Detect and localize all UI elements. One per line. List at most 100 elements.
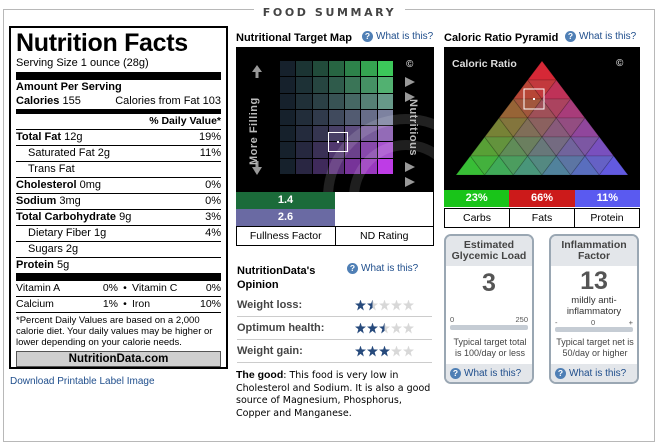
divider-thick <box>16 273 221 281</box>
opinion-help[interactable]: ? What is this? <box>347 263 418 274</box>
map-cell <box>280 61 296 77</box>
carbs-label: Carbs <box>462 212 491 224</box>
summary-title: FOOD SUMMARY <box>0 3 659 21</box>
nutrient-dv: 0% <box>205 179 221 191</box>
pyramid-help[interactable]: ? What is this? <box>565 31 636 42</box>
caloric-pyramid: Caloric Ratio © <box>444 47 640 190</box>
download-label-link[interactable]: Download Printable Label Image <box>10 376 155 387</box>
protein-percent: 11% <box>574 190 640 207</box>
nutrient-amount: 0mg <box>79 179 101 191</box>
map-cell <box>377 142 393 158</box>
star-rating <box>355 345 414 357</box>
scale-max: + <box>628 318 633 327</box>
map-cell <box>361 158 377 174</box>
nutrient-row-saturated-fat: Saturated Fat 2g 11% <box>16 146 221 162</box>
scale-max: 250 <box>515 315 528 324</box>
nutrient-dv: 11% <box>199 147 221 159</box>
pyramid-marker-dot <box>533 98 535 100</box>
help-link-text[interactable]: What is this? <box>579 31 637 42</box>
map-cell <box>312 142 328 158</box>
map-cell <box>361 109 377 126</box>
map-cell <box>328 61 345 77</box>
pyramid-cell <box>569 155 601 176</box>
target-map-labels: Fullness Factor ND Rating <box>236 226 434 246</box>
inflammation-note: Typical target net is 50/day or higher <box>556 337 634 358</box>
nutrient-row-sodium: Sodium 3mg 0% <box>16 194 221 210</box>
map-cell <box>280 109 296 126</box>
carbs-percent: 23% <box>444 190 510 207</box>
map-cell <box>296 61 312 77</box>
nutrient-row-trans-fat: Trans Fat <box>16 162 221 178</box>
label-footnote: *Percent Daily Values are based on a 2,0… <box>16 315 213 348</box>
map-cell <box>377 126 393 142</box>
map-cell <box>377 158 393 174</box>
scale-min: - <box>555 318 558 327</box>
glycemic-load-box: Estimated Glycemic Load 3 0 250 Typical … <box>444 234 534 384</box>
nutrient-row-total-fat: Total Fat 12g 19% <box>16 130 221 146</box>
pyramid-title: Caloric Ratio Pyramid <box>444 32 559 44</box>
nutrient-amount: 5g <box>56 259 70 271</box>
map-cell <box>377 77 393 93</box>
amount-per-serving: Amount Per Serving <box>16 81 122 93</box>
pyramid-cell <box>555 155 587 176</box>
nd-blank-area <box>335 192 434 226</box>
nutrient-row-cholesterol: Cholesterol 0mg 0% <box>16 178 221 194</box>
inflammation-desc: mildly anti-inflammatory <box>566 295 622 317</box>
target-map-rings <box>323 114 434 192</box>
divider-thick <box>16 72 221 80</box>
nutrient-name: Total Fat <box>16 131 62 143</box>
divider-medium <box>16 110 221 114</box>
nutritious-label: Nutritious <box>407 99 419 156</box>
inflammation-factor-box: Inflammation Factor 13 mildly anti-infla… <box>549 234 639 384</box>
nd-rating-value: 2.6 <box>236 209 335 226</box>
calories-value: 155 <box>62 95 81 107</box>
fats-percent: 66% <box>509 190 575 207</box>
nutrient-dv: 3% <box>205 211 221 223</box>
map-cell <box>377 109 393 126</box>
nutrient-amount: 2g <box>97 147 110 159</box>
map-cell <box>312 158 328 174</box>
nd-rating-label: ND Rating <box>360 230 409 242</box>
vitamin-row: Calcium 1% • Iron 10% <box>16 297 221 313</box>
help-icon: ? <box>362 31 373 42</box>
more-filling-axis <box>252 65 262 175</box>
star-icon <box>391 322 402 334</box>
inflammation-help[interactable]: ? What is this? <box>555 368 626 379</box>
vitamin-dv: 0% <box>102 282 118 294</box>
star-icon <box>403 345 414 357</box>
help-link-text[interactable]: What is this? <box>376 31 434 42</box>
star-icon <box>355 322 366 334</box>
calories-row: Calories 155 Calories from Fat 103 <box>16 94 221 110</box>
calories-label: Calories <box>16 95 60 107</box>
help-link-text[interactable]: What is this? <box>569 368 627 379</box>
map-cell <box>361 93 377 109</box>
nutrient-row-total-carbohydrate: Total Carbohydrate 9g 3% <box>16 210 221 226</box>
map-cell <box>280 142 296 158</box>
glycemic-help[interactable]: ? What is this? <box>450 368 521 379</box>
map-cell <box>328 126 345 142</box>
pyramid-cell <box>569 136 601 157</box>
star-icon <box>403 322 414 334</box>
star-icon <box>367 322 378 334</box>
copyright-icon: © <box>406 59 414 70</box>
help-icon: ? <box>347 263 358 274</box>
star-icon <box>379 299 390 311</box>
nutritiondata-brand[interactable]: NutritionData.com <box>16 351 221 367</box>
help-link-text[interactable]: What is this? <box>464 368 522 379</box>
glycemic-note: Typical target total is 100/day or less <box>453 337 527 358</box>
map-cell <box>328 77 345 93</box>
inflammation-title: Inflammation Factor <box>551 236 637 266</box>
nutrient-amount: 12g <box>64 131 83 143</box>
star-icon <box>355 345 366 357</box>
star-icon <box>391 345 402 357</box>
glycemic-load-value: 3 <box>482 269 496 297</box>
map-cell <box>345 158 361 174</box>
label-title: Nutrition Facts <box>16 29 188 57</box>
box-footer <box>551 364 637 382</box>
target-map-help[interactable]: ? What is this? <box>362 31 433 42</box>
star-icon <box>403 299 414 311</box>
nutrient-amount: 9g <box>119 211 132 223</box>
help-link-text[interactable]: What is this? <box>361 263 419 274</box>
pyramid-cell <box>555 117 587 138</box>
scale-min: 0 <box>450 315 455 324</box>
